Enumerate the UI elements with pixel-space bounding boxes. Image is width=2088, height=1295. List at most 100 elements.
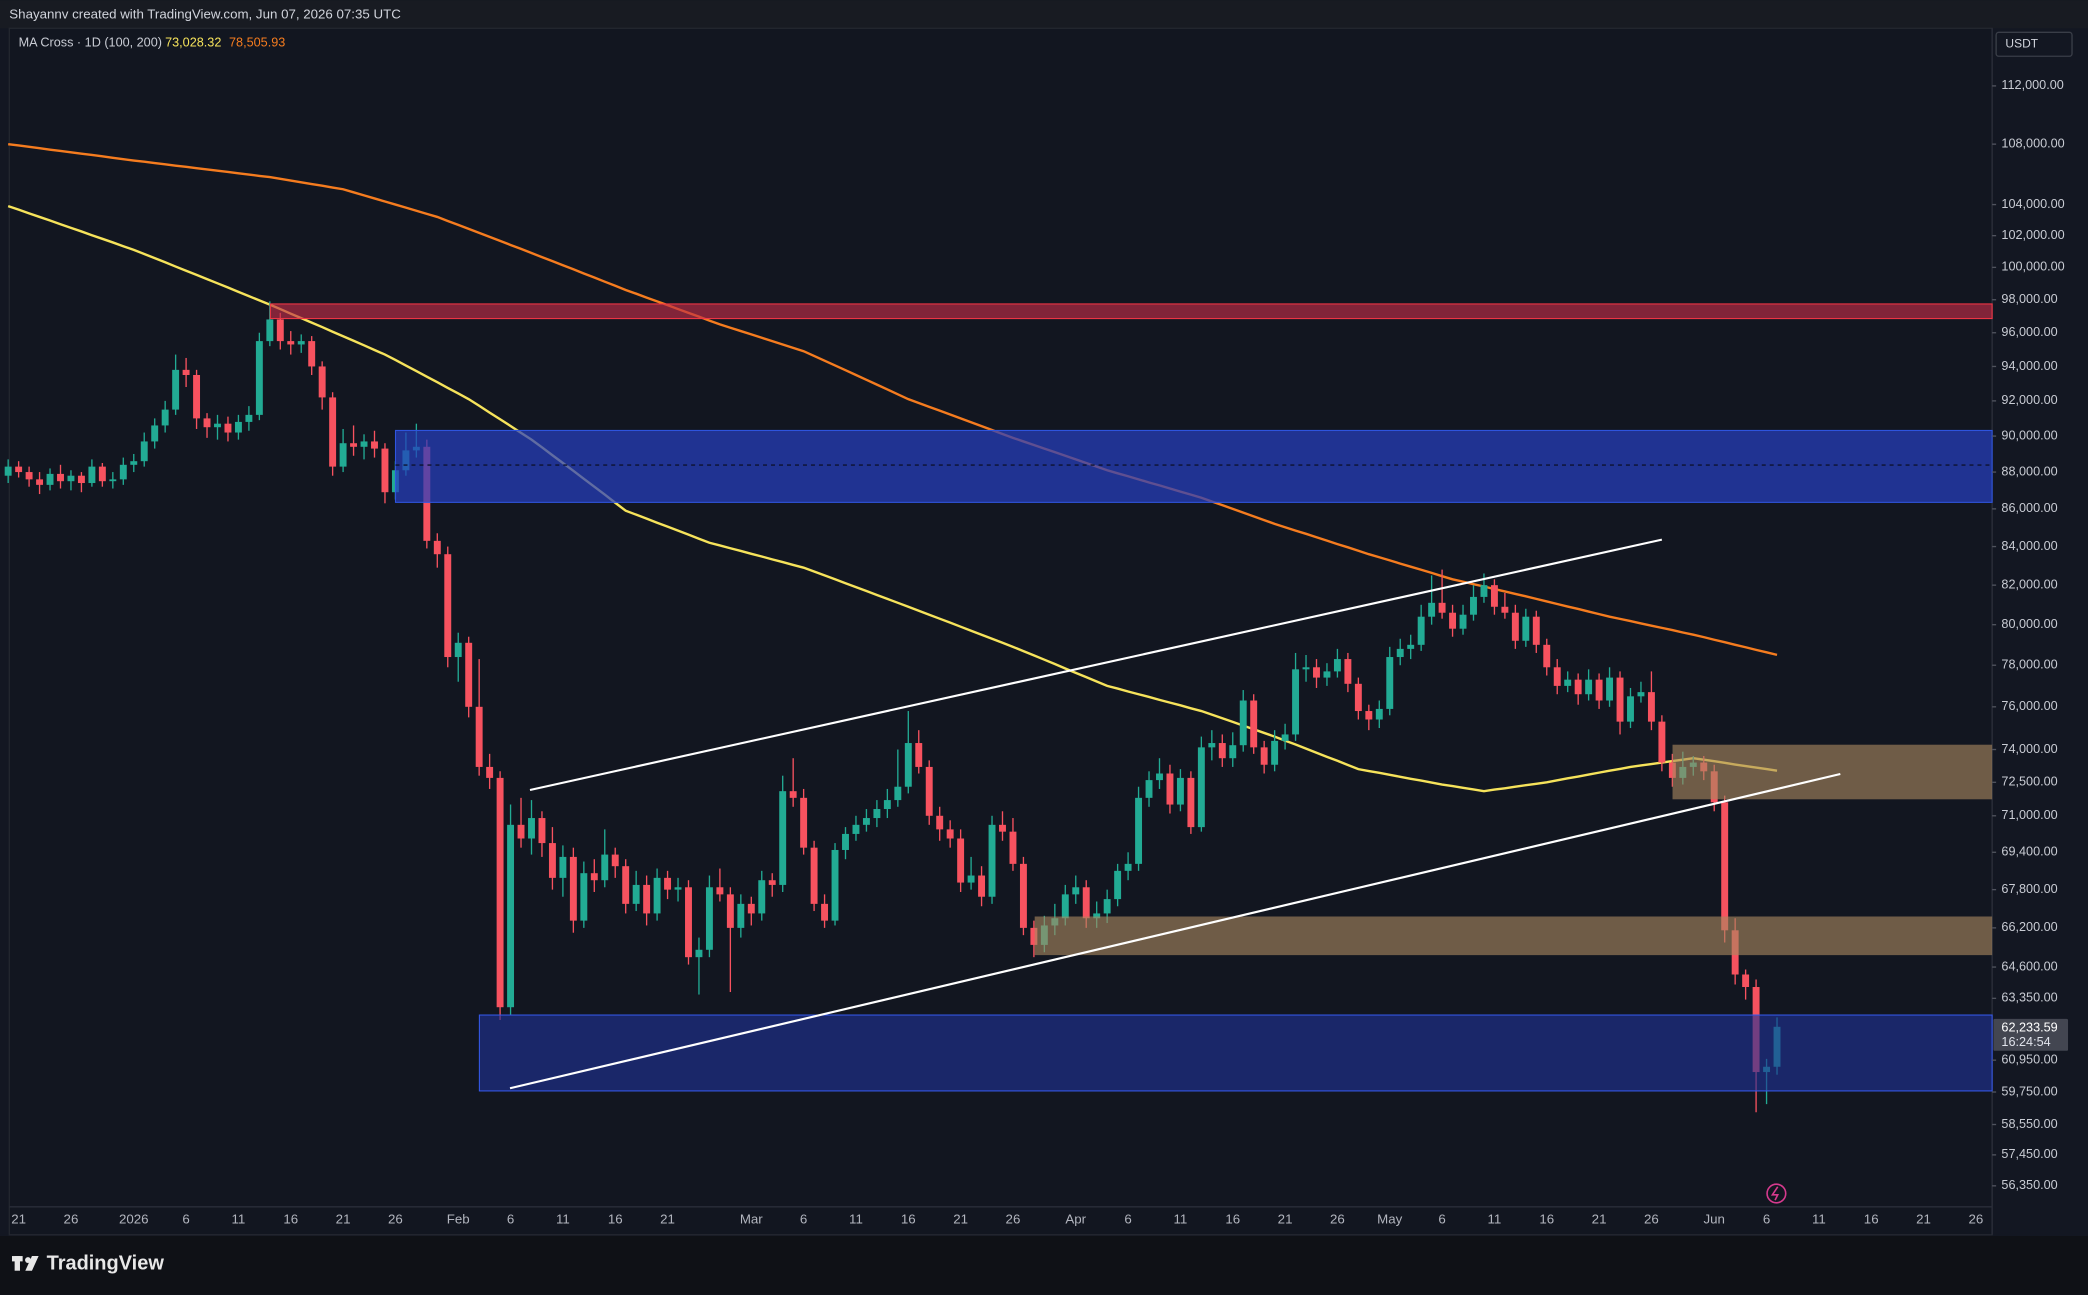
candle-body bbox=[674, 887, 682, 890]
candle-body bbox=[433, 540, 441, 555]
candle-body bbox=[643, 884, 651, 914]
supply-zone bbox=[269, 303, 1993, 320]
y-tick-label: 102,000.00 bbox=[2001, 228, 2064, 242]
candle-body bbox=[151, 425, 159, 442]
candle-body bbox=[1093, 913, 1101, 919]
candle-body bbox=[653, 877, 661, 914]
candle-body bbox=[454, 642, 462, 658]
x-tick-label: 11 bbox=[1812, 1212, 1826, 1227]
last-price-box bbox=[1993, 1018, 2069, 1051]
indicator-name: MA Cross · 1D (100, 200) bbox=[19, 35, 162, 49]
candle-body bbox=[925, 766, 933, 816]
candle-body bbox=[883, 800, 891, 810]
tan-zone bbox=[1034, 916, 1993, 956]
candle-body bbox=[580, 873, 588, 921]
last-price-label: 62,233.59 bbox=[2001, 1020, 2057, 1034]
candle-body bbox=[1292, 669, 1300, 735]
x-tick-label: 21 bbox=[953, 1212, 968, 1227]
alert-icon[interactable] bbox=[1766, 1183, 1787, 1204]
x-tick-label: 16 bbox=[1539, 1212, 1554, 1227]
y-tick-label: 69,400.00 bbox=[2001, 845, 2057, 859]
candle-body bbox=[1522, 616, 1530, 641]
candle-body bbox=[1553, 667, 1561, 686]
candle-body bbox=[46, 473, 54, 485]
currency-box[interactable] bbox=[1995, 31, 2073, 57]
candle-body bbox=[1302, 667, 1310, 670]
x-tick-label: 16 bbox=[1225, 1212, 1240, 1227]
candle-body bbox=[287, 341, 295, 345]
candle-body bbox=[695, 949, 703, 958]
candle-body bbox=[172, 369, 180, 410]
x-tick-label: 6 bbox=[182, 1212, 189, 1227]
x-tick-label: 6 bbox=[1763, 1212, 1770, 1227]
y-tick-label: 98,000.00 bbox=[2001, 292, 2057, 306]
candle-body bbox=[465, 642, 473, 707]
candle-body bbox=[119, 464, 127, 480]
candle-body bbox=[1637, 692, 1645, 697]
x-tick-label: 21 bbox=[11, 1212, 26, 1227]
candle-body bbox=[1208, 743, 1216, 748]
candle-body bbox=[255, 341, 263, 415]
ma-value: 78,505.93 bbox=[229, 35, 285, 49]
y-tick-label: 72,500.00 bbox=[2001, 775, 2057, 789]
candle-body bbox=[36, 479, 44, 485]
logo-part bbox=[25, 1257, 31, 1263]
candle-body bbox=[726, 894, 734, 928]
candle-body bbox=[98, 466, 106, 482]
y-tick-label: 57,450.00 bbox=[2001, 1147, 2057, 1161]
candle-body bbox=[214, 423, 221, 428]
y-tick-label: 92,000.00 bbox=[2001, 393, 2057, 407]
candle-body bbox=[67, 475, 75, 482]
candle-body bbox=[1019, 863, 1027, 928]
candle-body bbox=[1585, 679, 1593, 695]
logo-part bbox=[25, 1256, 39, 1271]
candle-body bbox=[1449, 612, 1457, 629]
candle-body bbox=[486, 766, 494, 778]
candle-body bbox=[569, 856, 577, 921]
x-tick-label: Feb bbox=[447, 1212, 470, 1227]
y-tick-label: 80,000.00 bbox=[2001, 617, 2057, 631]
candle-body bbox=[1595, 679, 1603, 701]
y-tick-label: 76,000.00 bbox=[2001, 699, 2057, 713]
candle-body bbox=[548, 843, 556, 878]
candle-body bbox=[894, 786, 902, 801]
candle-body bbox=[1239, 700, 1247, 746]
x-tick-label: 26 bbox=[1968, 1212, 1983, 1227]
candle-body bbox=[77, 475, 85, 484]
candle-body bbox=[936, 815, 944, 830]
candle-body bbox=[203, 418, 211, 428]
y-tick-label: 56,350.00 bbox=[2001, 1178, 2057, 1192]
x-tick-label: 21 bbox=[1916, 1212, 1931, 1227]
y-tick-label: 64,600.00 bbox=[2001, 959, 2057, 973]
y-tick-label: 86,000.00 bbox=[2001, 501, 2057, 515]
candle-body bbox=[371, 441, 378, 449]
header-bar bbox=[0, 0, 2088, 29]
candle-body bbox=[140, 441, 148, 462]
candle-body bbox=[381, 448, 389, 493]
candle-body bbox=[297, 341, 305, 345]
candle-body bbox=[1135, 797, 1143, 864]
y-tick-label: 100,000.00 bbox=[2001, 260, 2064, 274]
candle-body bbox=[967, 875, 975, 883]
x-tick-label: 11 bbox=[1174, 1212, 1188, 1227]
x-tick-label: 26 bbox=[388, 1212, 403, 1227]
y-tick-label: 58,550.00 bbox=[2001, 1117, 2057, 1131]
x-tick-label: 11 bbox=[1488, 1212, 1502, 1227]
candle-body bbox=[1407, 644, 1415, 649]
candle-body bbox=[559, 856, 567, 878]
candle-body bbox=[1333, 659, 1341, 672]
candle-body bbox=[622, 866, 630, 904]
y-tick-label: 90,000.00 bbox=[2001, 428, 2057, 442]
candle-body bbox=[1658, 721, 1666, 763]
candle-body bbox=[1323, 671, 1331, 678]
candle-body bbox=[946, 829, 954, 839]
candle-body bbox=[831, 849, 839, 921]
tan-zone bbox=[1672, 744, 1993, 800]
candle-body bbox=[768, 880, 776, 885]
currency: USDT bbox=[2005, 36, 2038, 50]
channel-upper bbox=[529, 538, 1663, 792]
x-tick-label: May bbox=[1377, 1212, 1402, 1227]
candle-body bbox=[329, 397, 337, 467]
candle-body bbox=[1501, 606, 1509, 613]
candle-body bbox=[1428, 602, 1436, 617]
